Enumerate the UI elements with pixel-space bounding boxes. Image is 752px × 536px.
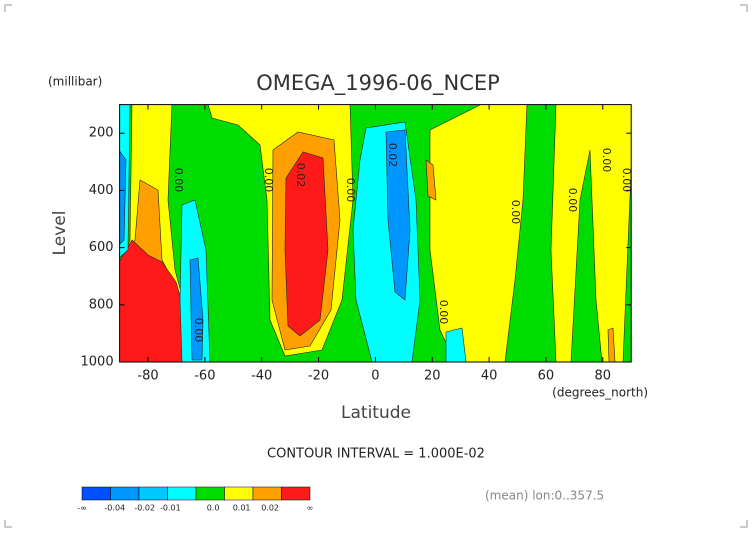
region: [550, 104, 632, 362]
x-tick-label: 0: [371, 369, 379, 384]
contour-label: 0.00: [172, 168, 185, 193]
y-unit: (millibar): [48, 75, 102, 89]
colorbar-swatch: [110, 486, 140, 501]
contour-label: 0.00: [566, 188, 579, 213]
chart-title: OMEGA_1996-06_NCEP: [256, 71, 500, 96]
y-tick-label: 200: [89, 126, 114, 141]
contour-label: 0.00: [344, 178, 357, 203]
x-tick-label: -40: [251, 369, 272, 384]
x-tick-label: -80: [137, 369, 158, 384]
colorbar-label: ∞: [307, 504, 314, 513]
x-axis-title: Latitude: [341, 403, 411, 423]
region: [425, 159, 437, 201]
x-tick-label: 60: [538, 369, 555, 384]
colorbar-label: -0.04: [104, 504, 125, 513]
region: [385, 129, 411, 301]
corner-marks: [4, 4, 748, 528]
region: [445, 327, 467, 362]
contour-label: 0.02: [294, 163, 307, 188]
colorbar-label: 0.0: [207, 504, 220, 513]
colorbar-swatch: [252, 486, 282, 501]
colorbar-swatch: [167, 486, 197, 501]
y-tick-label: 800: [89, 297, 114, 312]
colorbar-label: 0.02: [261, 504, 279, 513]
contour-interval: CONTOUR INTERVAL = 1.000E-02: [267, 447, 485, 462]
colorbar-label: -0.02: [134, 504, 155, 513]
x-tick-label: 40: [481, 369, 498, 384]
contour-label: 0.00: [437, 300, 450, 325]
x-tick-label: -60: [194, 369, 215, 384]
x-tick-label: -20: [308, 369, 329, 384]
y-tick-label: 400: [89, 183, 114, 198]
colorbar-swatch: [224, 486, 254, 501]
colorbar-swatch: [195, 486, 225, 501]
contour-field: [119, 104, 632, 362]
colorbar-swatch: [138, 486, 168, 501]
contour-label: 0.00: [600, 148, 613, 173]
colorbar-label: -∞: [77, 504, 87, 513]
colorbar-label: -0.01: [160, 504, 181, 513]
x-tick-label: 80: [595, 369, 612, 384]
x-tick-label: 20: [424, 369, 441, 384]
region: [429, 104, 528, 362]
colorbar-swatch: [81, 486, 111, 501]
colorbar-swatch: [281, 486, 311, 501]
y-axis-title: Level: [50, 211, 70, 256]
region: [607, 327, 616, 362]
y-tick-label: 1000: [81, 355, 114, 370]
region: [284, 151, 329, 337]
region: [119, 150, 127, 245]
contour-label: 0.00: [509, 200, 522, 225]
region: [119, 239, 198, 362]
contour-label: 0.02: [386, 143, 399, 168]
colorbar-label: 0.01: [233, 504, 251, 513]
x-unit: (degrees_north): [552, 386, 648, 400]
contour-label: 0.00: [620, 168, 633, 193]
contour-label: 0.00: [262, 168, 275, 193]
y-tick-label: 600: [89, 240, 114, 255]
region: [189, 257, 204, 361]
footer: (mean) lon:0..357.5: [485, 489, 604, 503]
contour-label: 0.00: [192, 318, 205, 343]
